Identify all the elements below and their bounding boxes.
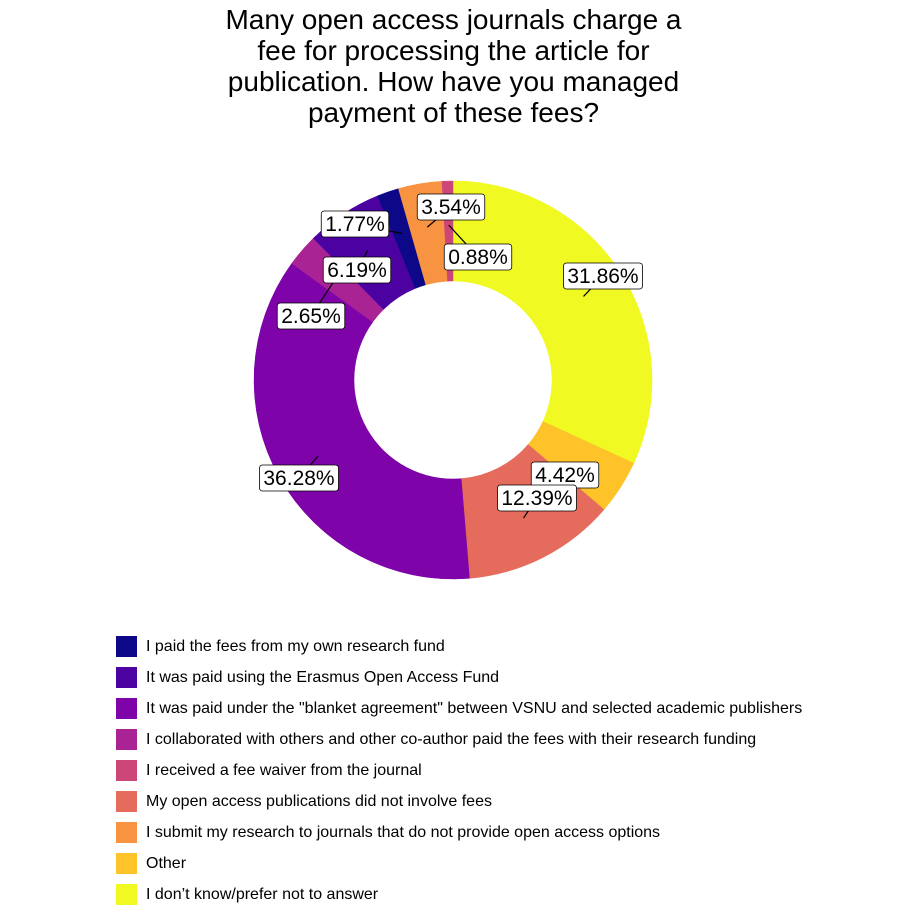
legend-swatch (116, 884, 137, 905)
legend-item: I paid the fees from my own research fun… (116, 636, 896, 667)
legend-swatch (116, 791, 137, 812)
legend-label: It was paid using the Erasmus Open Acces… (146, 669, 500, 686)
legend-swatch (116, 636, 137, 657)
slice-label-box (416, 193, 486, 221)
slice-percent-label: 0.88% (448, 246, 508, 269)
slice-label-box (276, 302, 346, 330)
legend-item: I collaborated with others and other co-… (116, 729, 896, 760)
slice-percent-label: 4.42% (535, 464, 595, 487)
slice-label-box (259, 464, 339, 492)
legend-item: I received a fee waiver from the journal (116, 760, 896, 791)
legend-swatch (116, 729, 137, 750)
donut-slice (452, 180, 653, 464)
legend-swatch (116, 822, 137, 843)
legend-label: I don’t know/prefer not to answer (146, 886, 379, 903)
legend-label: I collaborated with others and other co-… (146, 731, 757, 748)
chart-title-line: fee for processing the article for (257, 35, 650, 66)
slice-label: 12.39% (497, 484, 577, 512)
chart-title-line: Many open access journals charge a (225, 4, 682, 35)
legend-swatch (116, 760, 137, 781)
legend-swatch (116, 853, 137, 874)
legend-item: My open access publications did not invo… (116, 791, 896, 822)
slice-label: 3.54% (416, 193, 486, 221)
chart-title-line: payment of these fees? (307, 97, 600, 128)
slice-label: 4.42% (530, 461, 600, 489)
legend-item: Other (116, 853, 896, 884)
legend-label: I received a fee waiver from the journal (146, 762, 422, 779)
chart-title-line: publication. How have you managed (227, 66, 680, 97)
slice-label: 0.88% (443, 243, 513, 271)
legend: I paid the fees from my own research fun… (116, 636, 896, 915)
chart-title: Many open access journals charge a fee f… (0, 4, 907, 128)
legend-item: I submit my research to journals that do… (116, 822, 896, 853)
legend-label: I submit my research to journals that do… (146, 824, 661, 841)
slice-label-box (443, 243, 513, 271)
slice-label-box (322, 256, 392, 284)
slice-percent-label: 36.28% (263, 467, 334, 490)
slice-label: 6.19% (322, 256, 392, 284)
legend-item: I don’t know/prefer not to answer (116, 884, 896, 915)
legend-label: I paid the fees from my own research fun… (146, 638, 445, 655)
slice-label-box (563, 262, 643, 290)
donut-slice (253, 263, 470, 580)
slice-label: 2.65% (276, 302, 346, 330)
donut-labels: 31.86% 4.42%12.39% 36.28% 2.65% 6.19% 1.77% 3.… (259, 193, 643, 519)
slice-percent-label: 2.65% (281, 305, 341, 328)
legend-item: It was paid under the "blanket agreement… (116, 698, 896, 729)
slice-label: 1.77% (320, 210, 390, 238)
legend-label: It was paid under the "blanket agreement… (146, 700, 803, 717)
slice-label: 36.28% (259, 464, 339, 492)
slice-label: 31.86% (563, 262, 643, 290)
slice-percent-label: 6.19% (327, 259, 387, 282)
legend-label: My open access publications did not invo… (146, 793, 492, 810)
slice-percent-label: 12.39% (501, 487, 572, 510)
slice-percent-label: 31.86% (567, 265, 638, 288)
legend-label: Other (146, 855, 187, 872)
slice-percent-label: 3.54% (421, 196, 481, 219)
slice-label-box (320, 210, 390, 238)
legend-swatch (116, 667, 137, 688)
legend-swatch (116, 698, 137, 719)
legend-item: It was paid using the Erasmus Open Acces… (116, 667, 896, 698)
donut-slices (253, 180, 653, 580)
slice-percent-label: 1.77% (325, 213, 385, 236)
slice-label-box (497, 484, 577, 512)
